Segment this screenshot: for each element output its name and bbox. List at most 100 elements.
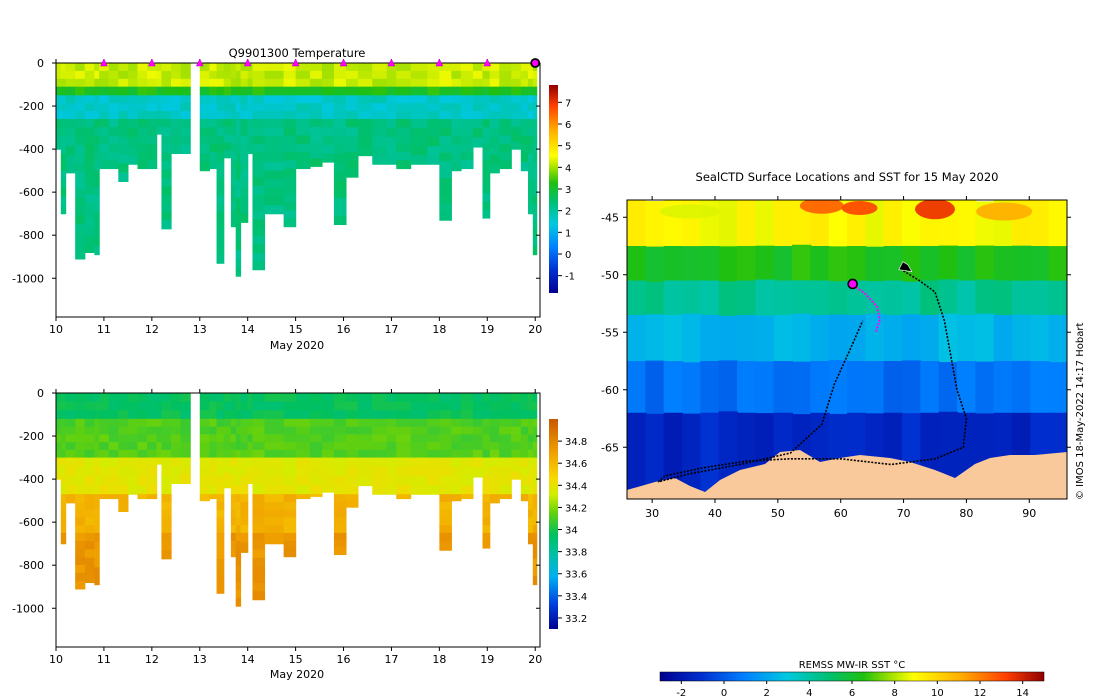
section-cell: [451, 401, 462, 411]
section-cell: [75, 457, 86, 468]
section-cell: [235, 517, 242, 526]
section-cell: [94, 178, 100, 188]
section-cell: [156, 95, 163, 104]
section-cell: [520, 153, 529, 163]
section-cell: [230, 457, 237, 468]
section-cell: [264, 517, 285, 526]
section-cell: [499, 127, 512, 137]
section-cell: [511, 78, 522, 88]
section-cell: [283, 103, 297, 112]
section-cell: [410, 86, 428, 96]
section-cell: [118, 410, 129, 420]
section-cell: [108, 418, 119, 428]
section-cell: [118, 494, 129, 504]
section-cell: [60, 162, 67, 172]
section-cell: [137, 160, 148, 170]
section-cell: [295, 485, 311, 495]
section-cell: [357, 457, 373, 468]
section-cell: [520, 401, 529, 411]
section-cell: [357, 449, 373, 459]
section-cell: [386, 442, 397, 451]
x-tick-label: 11: [97, 653, 111, 666]
temperature-plot-frame: [55, 62, 541, 318]
section-cell: [321, 70, 335, 80]
section-cell: [118, 426, 129, 435]
section-cell: [240, 63, 249, 72]
section-cell: [230, 86, 237, 96]
section-cell: [345, 442, 359, 451]
section-cell: [396, 494, 412, 500]
section-cell: [75, 197, 86, 208]
colorbar-tick-label: 3: [565, 185, 571, 196]
section-cell: [333, 127, 347, 138]
sst-cell: [1048, 314, 1067, 367]
section-cell: [94, 220, 100, 230]
section-cell: [84, 78, 95, 88]
section-cell: [264, 144, 285, 155]
section-cell: [345, 449, 359, 459]
section-cell: [84, 111, 95, 120]
section-cell: [65, 78, 76, 88]
section-cell: [199, 393, 210, 403]
section-cell: [386, 485, 397, 495]
section-cell: [439, 426, 452, 435]
section-cell: [252, 525, 266, 534]
section-cell: [532, 78, 538, 88]
x-tick-label: 12: [145, 323, 159, 336]
sst-cell: [645, 360, 665, 419]
section-cell: [439, 485, 452, 495]
section-cell: [532, 575, 538, 586]
sst-cell: [1030, 200, 1050, 252]
section-cell: [108, 111, 119, 120]
section-cell: [56, 134, 62, 143]
x-tick-label: 12: [145, 653, 159, 666]
section-cell: [528, 63, 534, 72]
section-cell: [65, 485, 76, 495]
section-cell: [283, 517, 297, 526]
section-cell: [235, 501, 242, 511]
section-cell: [532, 501, 538, 511]
section-cell: [427, 118, 440, 129]
section-cell: [528, 426, 534, 435]
section-cell: [127, 95, 139, 104]
section-cell: [295, 418, 311, 428]
section-cell: [94, 485, 100, 495]
sst-cell: [920, 246, 940, 287]
section-cell: [235, 466, 242, 477]
sst-cell: [773, 361, 793, 419]
section-cell: [264, 153, 285, 163]
section-cell: [108, 401, 119, 411]
section-cell: [532, 144, 538, 154]
section-cell: [482, 209, 491, 219]
section-cell: [84, 525, 95, 534]
sst-cell: [847, 315, 867, 367]
section-cell: [451, 162, 462, 172]
section-cell: [439, 63, 452, 72]
section-cell: [460, 103, 474, 112]
section-cell: [396, 418, 412, 428]
sst-cell: [957, 315, 977, 367]
section-cell: [439, 393, 452, 403]
section-cell: [264, 95, 285, 104]
sst-cell: [975, 361, 995, 420]
section-cell: [99, 160, 110, 170]
colorbar-tick-label: 5: [565, 142, 571, 153]
section-cell: [216, 426, 225, 435]
section-cell: [180, 410, 191, 420]
section-cell: [156, 457, 163, 465]
section-cell: [386, 155, 397, 165]
section-cell: [235, 63, 242, 72]
section-cell: [451, 103, 462, 112]
section-cell: [460, 418, 474, 428]
section-cell: [357, 111, 373, 120]
section-cell: [60, 78, 67, 88]
section-cell: [472, 111, 484, 120]
section-cell: [532, 95, 538, 104]
section-cell: [216, 532, 225, 543]
y-tick-label: -400: [19, 143, 44, 156]
section-cell: [147, 442, 158, 451]
section-cell: [499, 95, 512, 104]
section-cell: [199, 466, 210, 477]
section-cell: [528, 494, 534, 503]
section-cell: [532, 70, 538, 80]
